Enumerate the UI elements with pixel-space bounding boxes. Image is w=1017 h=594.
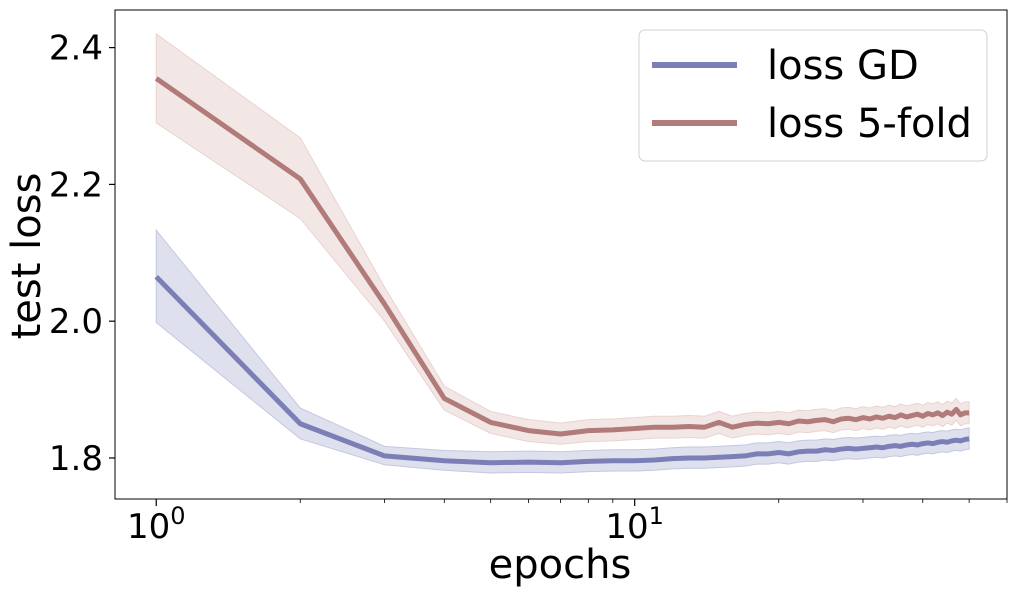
- y-axis-label: test loss: [4, 173, 50, 340]
- x-tick-label: 100: [127, 502, 186, 547]
- y-tick-label: 2.2: [49, 165, 103, 205]
- plot-frame: [114, 9, 1008, 500]
- y-tick-label: 2.0: [49, 302, 103, 342]
- y-tick-label: 1.8: [49, 439, 103, 479]
- line-loss-gd: [154, 274, 970, 466]
- x-axis-label: epochs: [489, 542, 632, 588]
- series-lines: [154, 76, 970, 466]
- line-loss-5-fold: [154, 76, 970, 437]
- legend: loss GD loss 5-fold: [638, 29, 988, 162]
- x-axis-ticks: 100 101: [127, 499, 1008, 547]
- y-axis-ticks: 1.8 2.0 2.2 2.4: [49, 29, 115, 479]
- legend-label-loss-5-fold: loss 5-fold: [767, 101, 972, 147]
- band-loss-5-fold: [155, 32, 970, 445]
- x-tick-label: 101: [605, 502, 664, 547]
- y-tick-label: 2.4: [49, 29, 103, 69]
- legend-label-loss-gd: loss GD: [767, 43, 919, 89]
